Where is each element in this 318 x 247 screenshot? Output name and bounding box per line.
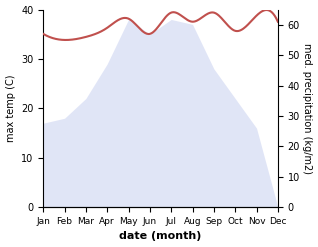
- X-axis label: date (month): date (month): [119, 231, 202, 242]
- Y-axis label: max temp (C): max temp (C): [5, 75, 16, 142]
- Y-axis label: med. precipitation (kg/m2): med. precipitation (kg/m2): [302, 43, 313, 174]
